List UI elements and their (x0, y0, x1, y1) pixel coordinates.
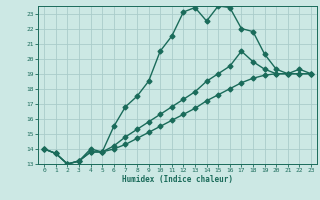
X-axis label: Humidex (Indice chaleur): Humidex (Indice chaleur) (122, 175, 233, 184)
